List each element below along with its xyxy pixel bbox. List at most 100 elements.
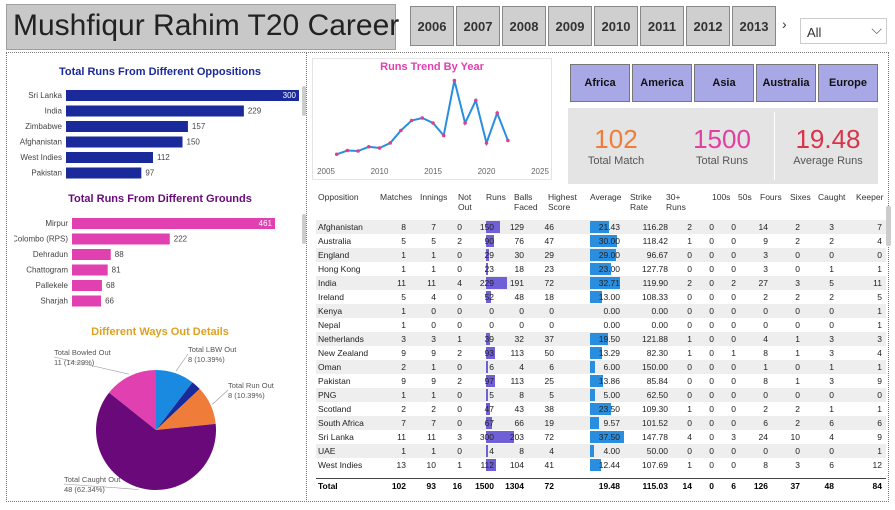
table-row[interactable]: Oman 2 1 0 6 4 6 6.00 150.00 0 0 0 1 0 1 1 xyxy=(316,360,886,374)
opp-bar[interactable] xyxy=(66,90,299,101)
trend-point[interactable] xyxy=(388,141,392,145)
opp-bar[interactable] xyxy=(66,121,188,132)
column-header[interactable]: 100s xyxy=(712,192,731,202)
pie-chart-title: Different Ways Out Details xyxy=(91,326,229,338)
trend-point[interactable] xyxy=(356,149,360,153)
table-row[interactable]: England 1 1 0 29 30 29 29.00 96.67 0 0 0 3 0 0 0 xyxy=(316,248,886,262)
table-row[interactable]: Netherlands 3 3 1 39 32 37 19.50 121.88 1 0 0 4 1 3 3 xyxy=(316,332,886,346)
chevron-right-icon[interactable]: › xyxy=(782,16,787,32)
trend-point[interactable] xyxy=(420,116,425,120)
pie-slice[interactable] xyxy=(156,388,216,430)
pie-slice[interactable] xyxy=(96,392,216,490)
trend-point[interactable] xyxy=(367,144,371,149)
ground-bar[interactable] xyxy=(72,295,102,307)
column-header[interactable]: Strike Rate xyxy=(630,192,652,212)
table-row[interactable]: Pakistan 9 9 2 97 113 25 13.86 85.84 0 0 0 8 1 3 9 xyxy=(316,374,886,388)
table-row[interactable]: Hong Kong 1 1 0 23 18 23 23.00 127.78 0 0 0 3 0 1 1 xyxy=(316,262,886,276)
trend-point[interactable] xyxy=(431,121,435,125)
table-cell: 0 xyxy=(763,320,768,330)
ground-bar[interactable] xyxy=(72,233,170,245)
ground-bar[interactable] xyxy=(72,249,111,260)
year-tab-2011[interactable]: 2011 xyxy=(640,6,684,46)
trend-point[interactable] xyxy=(409,118,414,123)
region-button-europe[interactable]: Europe xyxy=(818,64,878,102)
pie-slice-label: Total LBW Out xyxy=(188,345,237,354)
table-cell: 2 xyxy=(795,222,800,232)
region-button-africa[interactable]: Africa xyxy=(570,64,630,102)
year-tab-2012[interactable]: 2012 xyxy=(686,6,730,46)
table-row[interactable]: Kenya 1 0 0 0 0 0 0.00 0.00 0 0 0 0 0 0 1 xyxy=(316,304,886,318)
column-header[interactable]: Runs xyxy=(486,192,506,202)
trend-line-chart: 2005 2010 2015 2020 2025 xyxy=(317,78,549,176)
trend-point[interactable] xyxy=(334,152,339,157)
trend-point[interactable] xyxy=(345,148,350,153)
table-cell: 0 xyxy=(709,236,714,246)
table-cell: 0 xyxy=(731,250,736,260)
column-header[interactable]: Keeper xyxy=(856,192,884,202)
pie-slice[interactable] xyxy=(156,370,193,430)
column-header[interactable]: Highest Score xyxy=(548,192,577,212)
column-header[interactable]: Not Out xyxy=(458,192,472,212)
region-button-america[interactable]: America xyxy=(632,64,692,102)
year-tab-2007[interactable]: 2007 xyxy=(456,6,500,46)
opp-bar[interactable] xyxy=(66,105,244,117)
column-header[interactable]: Balls Faced xyxy=(514,192,538,212)
column-header[interactable]: Innings xyxy=(420,192,448,202)
column-header[interactable]: Caught xyxy=(818,192,846,202)
year-tab-2008[interactable]: 2008 xyxy=(502,6,546,46)
opp-bar[interactable] xyxy=(66,167,142,179)
ground-bar[interactable] xyxy=(72,280,102,291)
year-tab-2013[interactable]: 2013 xyxy=(732,6,776,46)
table-row[interactable]: UAE 1 1 0 4 8 4 4.00 50.00 0 0 0 0 0 0 1 xyxy=(316,444,886,458)
table-scrollbar[interactable] xyxy=(886,206,891,246)
trend-point[interactable] xyxy=(484,141,489,145)
filter-dropdown[interactable]: All ⌵ xyxy=(800,18,887,44)
trend-point[interactable] xyxy=(377,146,382,150)
ground-bar[interactable] xyxy=(72,218,275,229)
column-header[interactable]: 50s xyxy=(738,192,752,202)
region-button-australia[interactable]: Australia xyxy=(756,64,816,102)
trend-point[interactable] xyxy=(474,98,478,103)
table-row[interactable]: PNG 1 1 0 5 8 5 5.00 62.50 0 0 0 0 0 0 0 xyxy=(316,388,886,402)
opp-bar[interactable] xyxy=(66,136,183,148)
year-tab-2010[interactable]: 2010 xyxy=(594,6,638,46)
table-row[interactable]: West Indies 13 10 1 112 104 41 12.44 107.69 1 0 0 8 3… xyxy=(316,458,886,472)
year-tab-2006[interactable]: 2006 xyxy=(410,6,454,46)
column-header[interactable]: Opposition xyxy=(318,192,359,202)
table-row[interactable]: Ireland 5 4 0 52 48 18 13.00 108.33 0 0 0 2 2 2 5 xyxy=(316,290,886,304)
table-cell: 3 xyxy=(731,432,736,442)
trend-point[interactable] xyxy=(506,138,510,143)
column-header[interactable]: Average xyxy=(590,192,622,202)
table-row[interactable]: Sri Lanka 11 11 3 300 203 72 37.50 147.78 4 0 3 24 10… xyxy=(316,430,886,444)
column-header[interactable]: Sixes xyxy=(790,192,811,202)
column-header[interactable]: Matches xyxy=(380,192,413,202)
pie-slice[interactable] xyxy=(109,370,156,430)
table-cell: 24 xyxy=(758,432,768,442)
ground-scrollbar[interactable] xyxy=(302,214,306,244)
table-cell: 0 xyxy=(709,334,714,344)
opp-scrollbar[interactable] xyxy=(302,86,306,116)
table-cell: Scotland xyxy=(318,404,352,414)
table-row[interactable]: South Africa 7 7 0 67 66 19 9.57 101.52 0 0 0 6 2 6 6 xyxy=(316,416,886,430)
table-row[interactable]: New Zealand 9 9 2 93 113 50 13.29 82.30 1 0 1 8 1 3 4 xyxy=(316,346,886,360)
column-header[interactable]: 30+ Runs xyxy=(666,192,686,212)
table-cell: England xyxy=(318,250,350,260)
table-row[interactable]: India 11 11 4 229 191 72 32.71 119.90 2 0 2 27 3 5 11 xyxy=(316,276,886,290)
region-button-asia[interactable]: Asia xyxy=(694,64,754,102)
ground-bar[interactable] xyxy=(72,264,108,276)
table-row[interactable]: Nepal 1 0 0 0 0 0 0.00 0.00 0 0 0 0 0 0 1 xyxy=(316,318,886,332)
trend-point[interactable] xyxy=(463,121,467,125)
table-cell: 7 xyxy=(401,418,406,428)
trend-point[interactable] xyxy=(495,111,499,115)
pie-slice[interactable] xyxy=(156,382,200,430)
opp-bar[interactable] xyxy=(66,152,153,163)
table-row[interactable]: Australia 5 5 2 90 76 47 30.00 118.42 1 0 0 9 2 2 4 xyxy=(316,234,886,248)
column-header[interactable]: Fours xyxy=(760,192,782,202)
year-tab-2009[interactable]: 2009 xyxy=(548,6,592,46)
table-row[interactable]: Afghanistan 8 7 0 150 129 46 21.43 116.28 2 0 0 14 2 3… xyxy=(316,220,886,234)
table-cell: 0 xyxy=(709,306,714,316)
trend-point[interactable] xyxy=(452,78,457,83)
table-row[interactable]: Scotland 2 2 0 47 43 38 23.50 109.30 1 0 0 2 2 1 1 xyxy=(316,402,886,416)
trend-point[interactable] xyxy=(441,133,446,138)
trend-point[interactable] xyxy=(399,128,403,133)
